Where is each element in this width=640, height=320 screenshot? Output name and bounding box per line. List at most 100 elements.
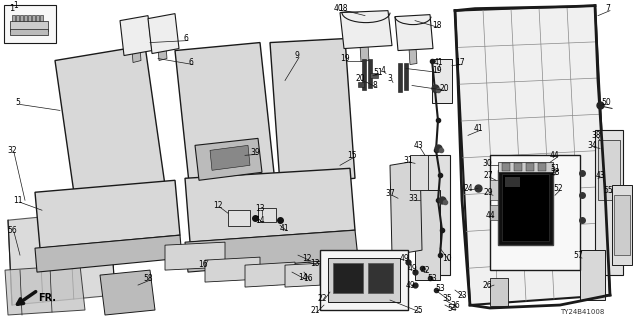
Bar: [432, 59, 452, 103]
Text: TY24B41008: TY24B41008: [560, 309, 604, 315]
Polygon shape: [185, 168, 355, 242]
Text: 9: 9: [294, 51, 300, 60]
Bar: [514, 163, 522, 171]
Text: 8: 8: [372, 81, 378, 90]
Bar: [228, 210, 250, 226]
Text: 21: 21: [310, 306, 320, 315]
Polygon shape: [185, 230, 358, 272]
Text: 49: 49: [400, 254, 410, 263]
Text: 24: 24: [463, 184, 473, 193]
Bar: [258, 208, 276, 222]
Text: 28: 28: [550, 168, 560, 177]
Text: 22: 22: [317, 293, 327, 302]
Text: 19: 19: [340, 54, 350, 63]
Bar: [498, 162, 553, 172]
Text: 31: 31: [403, 156, 413, 165]
Polygon shape: [35, 180, 180, 248]
Text: 32: 32: [7, 146, 17, 155]
Text: FR.: FR.: [38, 293, 56, 303]
Text: 14: 14: [255, 216, 265, 225]
Bar: [420, 155, 450, 275]
Polygon shape: [120, 16, 152, 56]
Text: 43: 43: [413, 141, 423, 150]
Bar: [598, 140, 620, 200]
Polygon shape: [210, 145, 250, 170]
Text: 3: 3: [388, 74, 392, 83]
Text: 20: 20: [355, 74, 365, 83]
Bar: [526, 163, 534, 171]
Text: 53: 53: [435, 284, 445, 292]
Text: 33: 33: [408, 194, 418, 203]
Bar: [502, 163, 510, 171]
Polygon shape: [390, 160, 422, 255]
Text: 55: 55: [603, 186, 613, 195]
Text: 23: 23: [457, 291, 467, 300]
Bar: [10, 20, 48, 31]
Text: 6: 6: [189, 58, 193, 67]
Text: 11: 11: [13, 196, 23, 205]
Text: 5: 5: [15, 98, 20, 107]
Text: 41: 41: [279, 224, 289, 233]
Polygon shape: [165, 242, 225, 270]
Bar: [580, 250, 605, 300]
Text: 35: 35: [442, 293, 452, 302]
Text: 34: 34: [587, 141, 597, 150]
Text: 1: 1: [13, 1, 19, 10]
Polygon shape: [409, 48, 417, 65]
Bar: [490, 155, 580, 270]
Text: 49: 49: [407, 264, 417, 273]
Text: 43: 43: [595, 171, 605, 180]
Text: 15: 15: [347, 151, 357, 160]
Bar: [24, 15, 27, 23]
Polygon shape: [205, 257, 260, 282]
Text: 12: 12: [302, 254, 312, 263]
Text: 17: 17: [455, 58, 465, 67]
Text: 53: 53: [427, 274, 437, 283]
Polygon shape: [195, 138, 262, 180]
Bar: [612, 185, 632, 265]
Bar: [415, 190, 440, 280]
Polygon shape: [395, 15, 433, 51]
Polygon shape: [362, 59, 366, 91]
Text: 14: 14: [298, 273, 308, 282]
Bar: [12, 15, 15, 23]
Text: 56: 56: [7, 226, 17, 235]
Bar: [28, 15, 31, 23]
Text: 16: 16: [198, 260, 208, 268]
Text: 54: 54: [447, 304, 457, 313]
Text: 42: 42: [420, 266, 430, 275]
Text: 30: 30: [482, 159, 492, 168]
Polygon shape: [5, 265, 85, 315]
Text: 58: 58: [143, 274, 153, 283]
Text: 27: 27: [483, 171, 493, 180]
Text: 13: 13: [255, 204, 265, 213]
Text: 10: 10: [442, 254, 452, 263]
Polygon shape: [398, 62, 402, 92]
Bar: [358, 83, 364, 87]
Polygon shape: [132, 46, 141, 62]
Bar: [328, 258, 400, 302]
Bar: [368, 263, 393, 293]
Text: 57: 57: [573, 251, 583, 260]
Polygon shape: [320, 260, 370, 285]
Polygon shape: [270, 39, 355, 184]
Text: 25: 25: [413, 306, 423, 315]
Text: 19: 19: [432, 66, 442, 75]
Text: 50: 50: [601, 98, 611, 107]
Text: 13: 13: [310, 259, 320, 268]
Text: 1: 1: [9, 4, 14, 13]
Polygon shape: [8, 210, 115, 305]
Text: 20: 20: [439, 84, 449, 93]
Text: 44: 44: [550, 151, 560, 160]
Text: 44: 44: [485, 211, 495, 220]
Polygon shape: [285, 262, 340, 287]
Text: 49: 49: [405, 281, 415, 290]
Polygon shape: [368, 59, 372, 88]
Bar: [40, 15, 43, 23]
Text: 16: 16: [303, 274, 313, 283]
Bar: [333, 263, 363, 293]
Text: 29: 29: [483, 188, 493, 197]
Polygon shape: [55, 45, 165, 200]
Bar: [595, 130, 623, 275]
Bar: [538, 163, 546, 171]
